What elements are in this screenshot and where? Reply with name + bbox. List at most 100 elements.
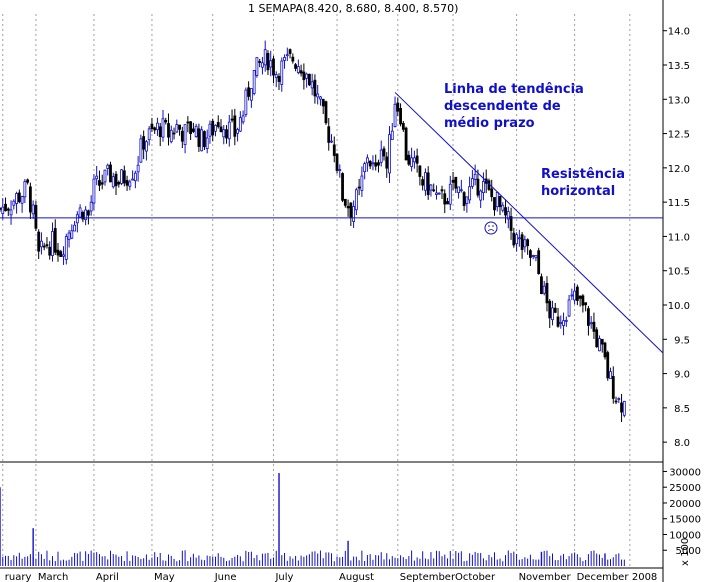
candle-body (316, 93, 320, 98)
candle-body (103, 169, 107, 183)
candle-body (614, 400, 618, 403)
candle-body (512, 232, 516, 246)
candle-body (95, 175, 99, 180)
candle-body (426, 172, 430, 195)
candle-body (40, 240, 43, 248)
candle-body (147, 128, 151, 140)
candle-body (156, 122, 159, 131)
candle-body (227, 121, 231, 140)
candle-body (537, 250, 541, 274)
candle-body (89, 201, 93, 212)
candle-body (120, 169, 123, 184)
candle-body (589, 322, 593, 325)
candle-body (332, 144, 336, 156)
price-tick-label: 10.5 (668, 267, 690, 278)
candle-body (98, 180, 101, 186)
candle-body (189, 121, 193, 134)
resistance-annotation-line-1: Resistência (541, 167, 625, 182)
volume-tick-label: 10000 (669, 530, 701, 541)
candle-body (31, 204, 35, 215)
candle-body (382, 148, 386, 157)
month-label: ruary (5, 572, 32, 582)
month-label: May (154, 572, 175, 582)
candle-body (214, 124, 217, 132)
candle-body (67, 232, 71, 240)
candle-body (219, 126, 223, 133)
candle-body (476, 178, 480, 196)
candle-body (393, 103, 397, 127)
candle-body (368, 161, 372, 167)
candle-body (12, 200, 16, 206)
month-label: July (274, 572, 293, 582)
candle-body (551, 307, 554, 321)
candle-body (479, 190, 483, 201)
candle-body (366, 157, 369, 164)
candle-body (269, 60, 273, 68)
candle-body (230, 118, 234, 121)
candle-body (285, 54, 289, 57)
candle-body (457, 186, 460, 193)
volume-tick-layer: 30000 25000 20000 15000 10000 5000 (663, 467, 701, 557)
candle-body (274, 74, 278, 79)
candle-body (225, 129, 228, 139)
candle-body (324, 101, 328, 124)
candle-body (575, 286, 579, 301)
price-tick-label: 8.5 (674, 404, 690, 415)
candle-body (473, 173, 477, 180)
candle-body (197, 128, 201, 147)
candle-body (523, 239, 527, 248)
candle-body (241, 115, 245, 123)
candle-body (183, 124, 187, 145)
candle-body (56, 249, 60, 256)
candle-body (194, 125, 198, 137)
price-tick-label: 13.5 (668, 61, 690, 72)
candle-body (338, 169, 342, 172)
candle-body (374, 162, 378, 167)
candle-layer (0, 40, 626, 422)
price-tick-label: 13.0 (668, 95, 690, 106)
candle-body (128, 181, 132, 187)
candle-body (26, 179, 30, 183)
candle-body (34, 205, 38, 229)
candle-body (4, 203, 7, 212)
candle-body (545, 283, 549, 304)
candle-body (208, 123, 212, 137)
price-tick-label: 9.0 (674, 370, 690, 381)
price-tick-label: 9.5 (674, 335, 690, 346)
candle-body (263, 49, 267, 66)
month-label: June (214, 572, 237, 582)
candle-body (64, 236, 68, 260)
candle-body (388, 134, 391, 174)
candle-body (87, 210, 90, 216)
candle-body (584, 302, 588, 306)
candle-body (142, 136, 146, 150)
candle-body (23, 181, 27, 198)
candle-body (526, 239, 530, 247)
volume-tick-label: 5000 (676, 546, 701, 557)
price-tick-label: 12.5 (668, 130, 690, 141)
candle-body (600, 338, 604, 345)
candle-body (145, 141, 148, 152)
candle-body (390, 130, 394, 141)
candle-body (136, 164, 140, 173)
candle-body (520, 234, 524, 250)
volume-tick-label: 25000 (669, 483, 701, 494)
candle-body (443, 193, 447, 205)
chart-title: 1 SEMAPA(8.420, 8.680, 8.400, 8.570) (248, 2, 458, 15)
month-label: September (400, 572, 456, 582)
candle-body (620, 402, 623, 413)
volume-multiplier-label: x 100 (680, 538, 691, 566)
sad-face-marker (484, 221, 498, 235)
candle-body (415, 155, 419, 164)
candle-body (17, 192, 21, 203)
candle-body (504, 207, 507, 216)
candle-body (581, 295, 585, 306)
candle-body (236, 129, 239, 134)
candle-body (114, 173, 118, 187)
candle-body (429, 184, 433, 191)
candle-body (531, 255, 535, 257)
candle-body (437, 192, 441, 195)
volume-tick-label: 15000 (669, 515, 701, 526)
candle-body (222, 129, 226, 138)
candle-body (335, 153, 339, 171)
